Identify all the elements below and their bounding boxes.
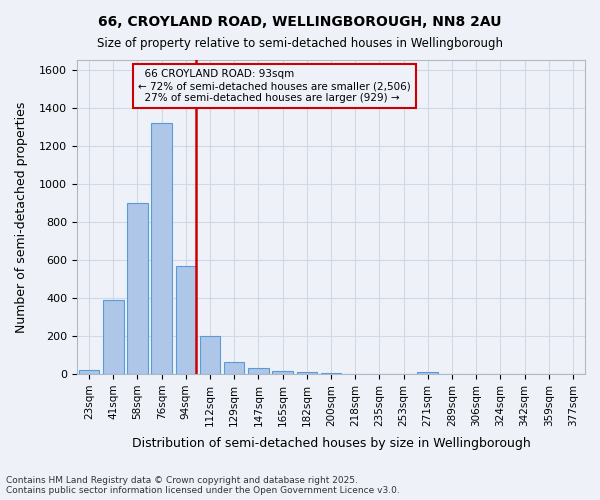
Bar — [127, 202, 148, 374]
Bar — [176, 266, 196, 374]
Y-axis label: Number of semi-detached properties: Number of semi-detached properties — [15, 102, 28, 332]
Bar — [296, 372, 317, 374]
Bar — [418, 372, 438, 374]
X-axis label: Distribution of semi-detached houses by size in Wellingborough: Distribution of semi-detached houses by … — [131, 437, 530, 450]
Text: Size of property relative to semi-detached houses in Wellingborough: Size of property relative to semi-detach… — [97, 38, 503, 51]
Text: 66 CROYLAND ROAD: 93sqm
← 72% of semi-detached houses are smaller (2,506)
  27% : 66 CROYLAND ROAD: 93sqm ← 72% of semi-de… — [138, 70, 410, 102]
Bar — [151, 123, 172, 374]
Bar — [103, 300, 124, 374]
Bar — [200, 336, 220, 374]
Bar — [79, 370, 100, 374]
Text: Contains HM Land Registry data © Crown copyright and database right 2025.
Contai: Contains HM Land Registry data © Crown c… — [6, 476, 400, 495]
Bar — [224, 362, 244, 374]
Bar — [248, 368, 269, 374]
Bar — [320, 373, 341, 374]
Bar — [272, 371, 293, 374]
Text: 66, CROYLAND ROAD, WELLINGBOROUGH, NN8 2AU: 66, CROYLAND ROAD, WELLINGBOROUGH, NN8 2… — [98, 15, 502, 29]
